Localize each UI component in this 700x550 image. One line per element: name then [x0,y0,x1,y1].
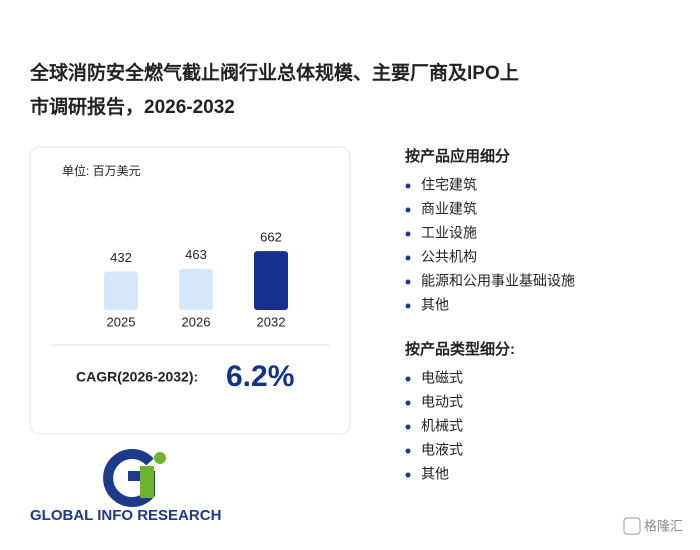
bullet [405,279,411,285]
segment-heading: 按产品类型细分: [405,340,515,358]
bullet [405,448,411,454]
bullet [405,207,411,213]
segment-item: 机械式 [421,418,463,434]
badge-text: 格隆汇 [644,518,683,533]
bullet [405,303,411,309]
value-label: 432 [110,250,132,265]
bullet [405,400,411,406]
logo-g [103,449,155,507]
logo [103,449,166,507]
segment-item: 工业设施 [421,225,477,241]
unit-label: 单位: 百万美元 [62,163,141,178]
x-tick-label: 2026 [182,314,211,329]
title: 市调研报告，2026-2032 [30,95,235,118]
x-tick-label: 2032 [257,314,286,329]
cagr-label: CAGR(2026-2032): [76,369,198,385]
segment-item: 公共机构 [421,249,477,265]
segment-item: 电动式 [421,394,463,410]
value-label: 662 [260,230,282,245]
value-label: 463 [185,247,207,262]
bullet [405,424,411,430]
segment-item: 能源和公用事业基础设施 [421,273,575,289]
bullet [405,183,411,189]
badge-icon [623,517,641,535]
segment-item: 电磁式 [421,370,463,386]
segment-item: 住宅建筑 [421,177,477,193]
logo-text: GLOBAL INFO RESEARCH [30,507,221,524]
bullet [405,472,411,478]
x-tick-label: 2025 [107,314,136,329]
cagr-value: 6.2% [226,360,294,393]
logo-i [140,466,154,498]
segment-heading: 按产品应用细分 [405,147,510,165]
bar [254,251,288,310]
title: 全球消防安全燃气截止阀行业总体规模、主要厂商及IPO上 [29,61,519,84]
bullet [405,376,411,382]
bullet [405,231,411,237]
bar [179,268,213,310]
segment-item: 其他 [421,297,449,313]
segment-item: 其他 [421,466,449,482]
logo-dot [154,452,166,464]
bar [104,271,138,310]
segment-item: 商业建筑 [421,201,477,217]
bullet [405,255,411,261]
segment-item: 电液式 [421,442,463,458]
